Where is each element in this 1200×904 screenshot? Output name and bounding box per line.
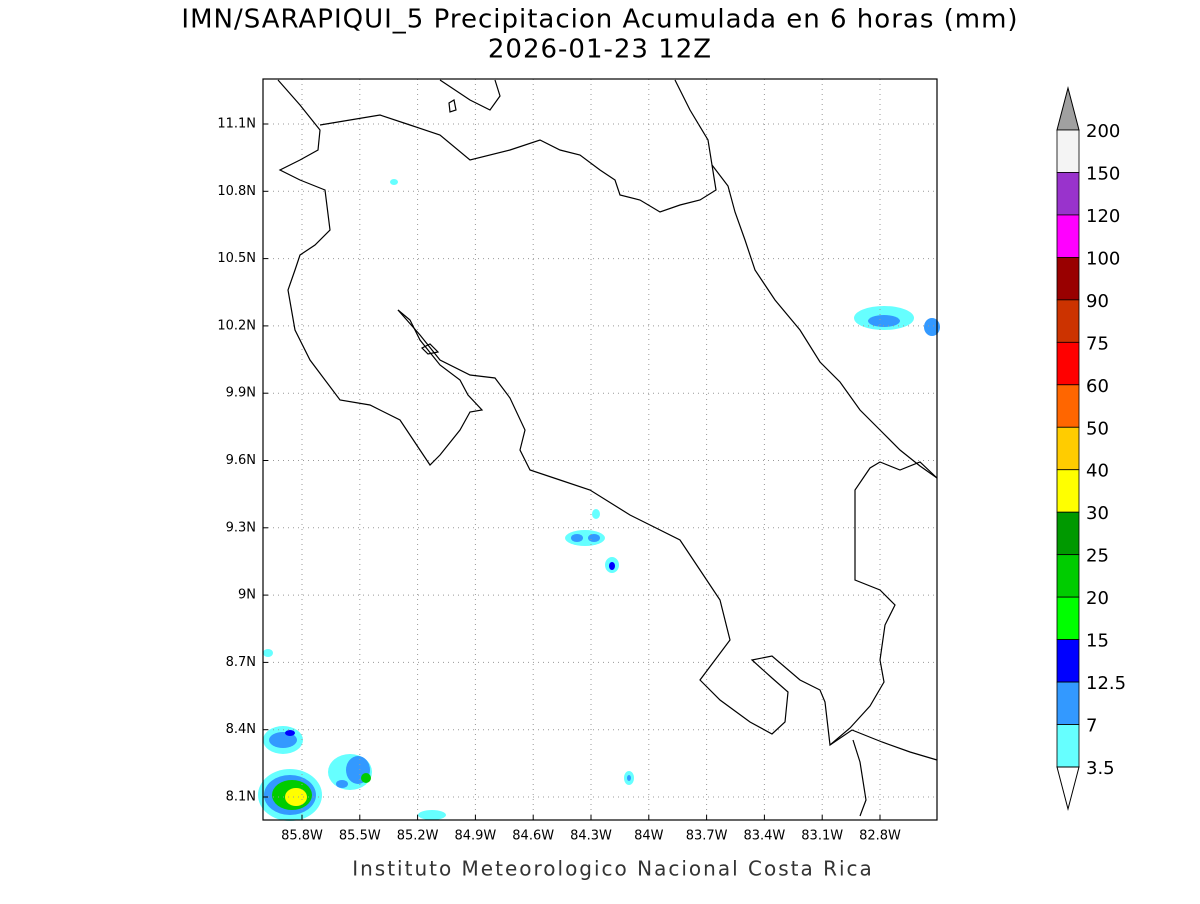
colorbar-label: 7 (1086, 716, 1097, 737)
coastline (277, 79, 938, 817)
colorbar-box (1056, 469, 1080, 513)
colorbar-label: 90 (1086, 291, 1109, 312)
lon-label: 84W (634, 829, 664, 844)
colorbar-box (1056, 341, 1080, 386)
lat-label: 10.8N (217, 184, 256, 199)
lon-label: 84.9W (454, 829, 496, 844)
lat-label: 10.2N (217, 318, 256, 333)
lat-label: 8.1N (226, 790, 256, 805)
colorbar-label: 3.5 (1086, 758, 1115, 779)
lon-label: 84.3W (570, 829, 612, 844)
lat-label: 9N (238, 588, 256, 603)
lat-label: 8.4N (226, 722, 256, 737)
colorbar-label: 40 (1086, 461, 1109, 482)
colorbar-label: 20 (1086, 588, 1109, 609)
lat-label: 9.6N (226, 453, 256, 468)
lat-label: 11.1N (217, 117, 256, 132)
colorbar-label: 12.5 (1086, 673, 1126, 694)
colorbar-box (1056, 639, 1080, 683)
colorbar-box (1056, 256, 1080, 301)
colorbar-box (1056, 214, 1080, 258)
colorbar-label: 150 (1086, 163, 1120, 184)
colorbar-label: 200 (1086, 121, 1120, 142)
lon-label: 85.8W (281, 829, 323, 844)
colorbar-label: 120 (1086, 206, 1120, 227)
colorbar-box (1056, 724, 1080, 768)
colorbar-label: 15 (1086, 631, 1109, 652)
graticule (263, 79, 937, 820)
footer: Instituto Meteorologico Nacional Costa R… (352, 857, 874, 881)
lat-label: 8.7N (226, 655, 256, 670)
subtitle: 2026-01-23 12Z (488, 35, 712, 65)
lon-label: 82.8W (859, 829, 901, 844)
colorbar-box (1056, 299, 1080, 343)
lon-label: 84.6W (512, 829, 554, 844)
lon-label: 83.4W (743, 829, 785, 844)
colorbar-label: 50 (1086, 418, 1109, 439)
colorbar-box (1056, 384, 1080, 428)
colorbar-box (1056, 426, 1080, 471)
lon-label: 83.7W (686, 829, 728, 844)
colorbar-label: 75 (1086, 333, 1109, 354)
lon-label: 83.1W (801, 829, 843, 844)
lon-label: 85.2W (397, 829, 439, 844)
plot-frame (262, 78, 938, 821)
lat-label: 10.5N (217, 251, 256, 266)
colorbar-box (1056, 129, 1080, 173)
colorbar-box (1056, 511, 1080, 556)
colorbar-label: 100 (1086, 248, 1120, 269)
title: IMN/SARAPIQUI_5 Precipitacion Acumulada … (181, 5, 1018, 35)
lat-label: 9.9N (226, 386, 256, 401)
colorbar-label: 30 (1086, 503, 1109, 524)
lon-label: 85.5W (339, 829, 381, 844)
lat-label: 9.3N (226, 520, 256, 535)
colorbar-under (1056, 766, 1080, 811)
colorbar-label: 25 (1086, 546, 1109, 567)
colorbar-box (1056, 554, 1080, 598)
colorbar-box (1056, 681, 1080, 725)
colorbar-over (1056, 86, 1080, 131)
colorbar-box (1056, 172, 1080, 216)
precipitation (258, 179, 940, 821)
colorbar-box (1056, 596, 1080, 641)
colorbar-label: 60 (1086, 376, 1109, 397)
